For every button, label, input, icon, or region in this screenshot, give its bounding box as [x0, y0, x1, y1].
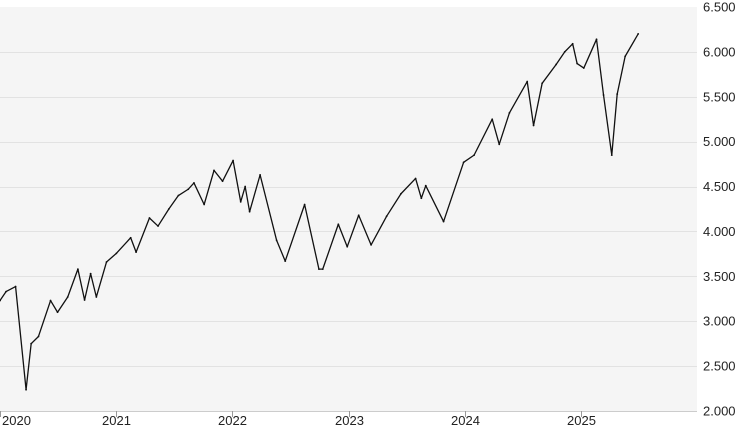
data-point: [563, 50, 566, 53]
y-tick-label: 6.000: [703, 44, 736, 59]
data-point: [637, 33, 640, 35]
data-point: [232, 159, 234, 162]
data-point: [275, 239, 278, 242]
data-point: [337, 223, 340, 226]
plot-background: [0, 7, 697, 411]
data-point: [129, 236, 132, 239]
data-point: [442, 220, 445, 223]
y-tick-label: 5.500: [703, 89, 736, 104]
data-point: [595, 38, 598, 41]
data-point: [555, 63, 558, 66]
data-point: [167, 208, 170, 210]
x-tick-label: 2024: [451, 413, 480, 428]
data-point: [610, 154, 613, 157]
y-tick-label: 3.000: [703, 314, 736, 329]
data-point: [400, 192, 402, 195]
data-point: [321, 268, 324, 271]
data-point: [462, 161, 465, 164]
data-point: [239, 200, 242, 203]
data-point: [370, 244, 372, 246]
grid-lines: [0, 52, 697, 367]
data-point: [193, 182, 195, 184]
data-point: [115, 252, 118, 255]
data-point: [616, 93, 619, 95]
data-point: [582, 67, 585, 69]
data-point: [602, 94, 605, 96]
data-point: [259, 173, 261, 176]
data-point: [66, 296, 69, 298]
x-tick-label: 2020: [2, 413, 31, 428]
data-point: [385, 215, 388, 218]
data-point: [346, 245, 349, 248]
y-tick-label: 3.500: [703, 269, 736, 284]
data-point: [30, 342, 33, 345]
data-point: [473, 154, 475, 157]
x-tick-label: 2025: [567, 413, 596, 428]
data-point: [498, 143, 501, 146]
data-point: [89, 272, 92, 275]
x-axis-ticks: 2020 2021 2022 2023 2024 2025: [0, 411, 697, 428]
data-point: [420, 197, 423, 200]
y-tick-label: 2.500: [703, 359, 736, 374]
data-point: [148, 217, 151, 219]
data-point: [284, 260, 287, 262]
data-point: [0, 299, 1, 302]
data-point: [105, 261, 108, 263]
data-point: [187, 188, 190, 191]
data-point: [77, 268, 79, 271]
y-tick-label: 2.000: [703, 404, 736, 419]
data-point: [135, 251, 137, 253]
data-point: [213, 169, 215, 172]
data-point: [177, 194, 180, 197]
y-tick-label: 4.000: [703, 224, 736, 239]
data-point: [25, 388, 27, 391]
data-point: [14, 285, 17, 288]
data-point: [357, 214, 360, 217]
x-tick-label: 2021: [102, 413, 131, 428]
x-tick-label: 2023: [335, 413, 364, 428]
data-point: [508, 112, 511, 114]
data-point: [95, 296, 98, 298]
data-point: [83, 299, 86, 301]
data-point: [221, 180, 224, 183]
data-point: [424, 184, 427, 187]
data-point: [303, 203, 306, 206]
data-point: [576, 62, 579, 65]
data-point: [5, 290, 7, 293]
data-point: [491, 118, 494, 121]
data-point: [414, 177, 417, 180]
data-point: [244, 185, 247, 188]
data-point: [532, 124, 535, 127]
y-tick-label: 6.500: [703, 0, 736, 15]
data-point: [37, 335, 40, 338]
data-point: [526, 80, 529, 83]
data-point: [248, 210, 251, 213]
data-point: [541, 82, 544, 85]
y-axis-ticks: 2.000 2.500 3.000 3.500 4.000 4.500 5.000 5.500…: [703, 0, 736, 419]
data-point: [157, 225, 159, 227]
x-tick-label: 2022: [218, 413, 247, 428]
data-point: [571, 42, 574, 45]
data-point: [318, 268, 320, 271]
data-point: [56, 311, 59, 314]
y-tick-label: 4.500: [703, 179, 736, 194]
data-point: [624, 55, 627, 58]
y-tick-label: 5.000: [703, 134, 736, 149]
data-point: [49, 299, 52, 302]
series-layer: [0, 33, 640, 391]
data-point: [203, 203, 206, 206]
